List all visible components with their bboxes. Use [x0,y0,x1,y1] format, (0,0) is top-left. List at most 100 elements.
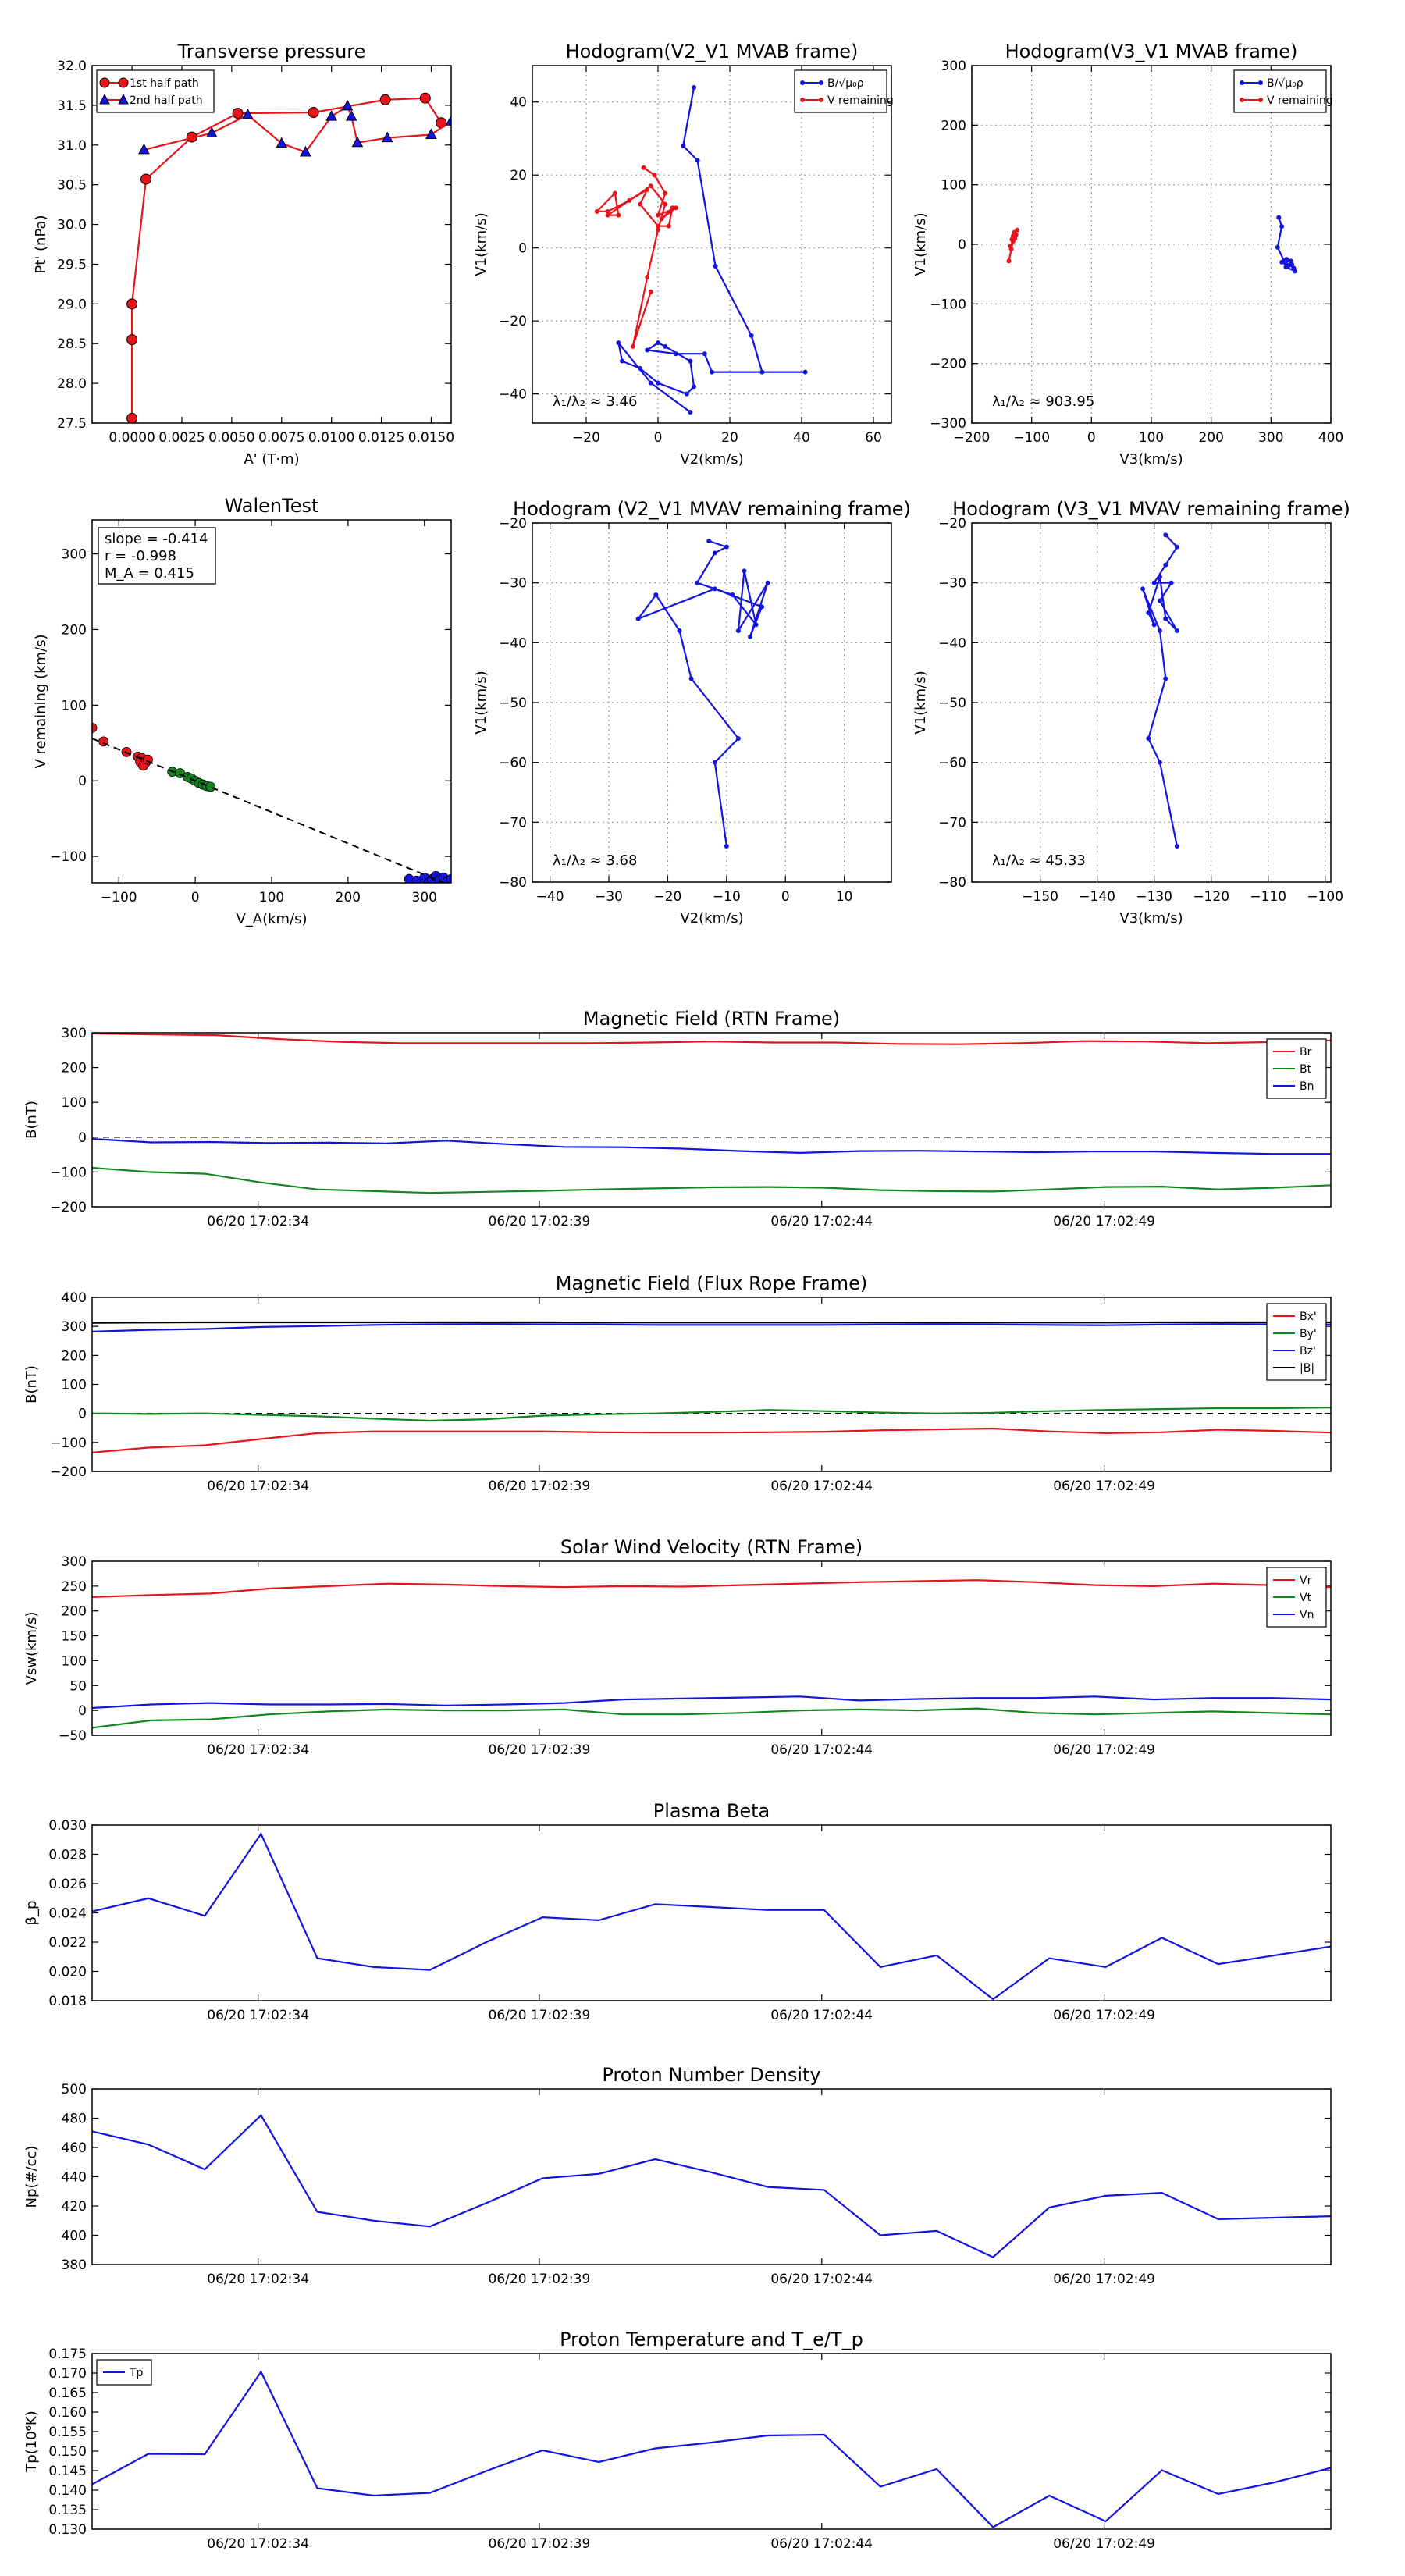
y-tick-label: 0.030 [48,1818,87,1834]
series-line-1st half path [131,97,443,418]
plot-frame [91,1824,1332,2001]
y-tick-label: −40 [938,635,966,651]
data-point [1163,532,1168,538]
x-tick-label: −150 [1022,889,1058,905]
x-tick-label: 300 [412,890,437,906]
y-tick-label: 100 [941,178,966,194]
data-point [663,190,668,196]
data-point [1146,736,1151,741]
plot-frame [91,2353,1332,2530]
series-line-β_p [92,1832,1331,2001]
ratio-annotation: λ₁/λ₂ ≈ 45.33 [992,852,1086,869]
data-point [656,227,660,233]
y-tick-label: −100 [930,297,966,312]
data-point [616,212,621,218]
chart-pt: Transverse pressure 27.5 28.0 28.5 29.0 29.5 3… [33,41,454,468]
data-point [674,205,678,211]
series-line-Vt [92,1707,1331,1729]
chart-hodo_r31: Hodogram (V3_V1 MVAV remaining frame) −80… [912,498,1350,927]
data-point [702,351,707,357]
data-point [1163,676,1168,681]
y-tick-label: −20 [499,516,527,532]
x-tick-label: −20 [572,430,600,446]
y-tick-label: 0 [78,1703,87,1719]
data-point [695,158,700,163]
x-tick-label: 06/20 17:02:44 [770,1742,873,1758]
y-tick-label: −60 [938,756,966,771]
y-tick-label: 20 [510,168,527,183]
x-tick-label: 0 [191,890,200,906]
legend-marker [800,80,805,85]
series-line-Bx' [92,1427,1331,1453]
plot-area [594,85,808,415]
legend: Tp [96,2359,152,2386]
data-point [712,586,717,592]
y-tick-label: −20 [499,314,527,329]
data-point [695,580,700,585]
plot-frame [91,2088,1332,2265]
x-tick-label: 300 [1258,430,1283,446]
legend-box [1266,1303,1327,1381]
legend-box [1233,69,1327,113]
x-tick-label: 06/20 17:02:49 [1053,1214,1155,1229]
data-point [648,380,653,386]
data-point [648,183,653,189]
y-axis-label: B(nT) [23,1365,40,1404]
y-tick-label: −80 [499,875,527,891]
chart-hodo_r21: Hodogram (V2_V1 MVAV remaining frame) −80… [473,498,911,927]
stats-box [98,527,216,585]
data-point [627,197,632,203]
y-tick-label: 0.028 [48,1848,87,1863]
legend-label: Vt [1300,1592,1312,1604]
x-tick-label: 06/20 17:02:49 [1053,1742,1155,1758]
x-tick-label: 0 [781,889,790,905]
data-point [419,92,431,104]
y-tick-label: 0.165 [48,2386,87,2401]
chart-title: WalenTest [225,495,319,517]
legend-label: Vr [1300,1574,1312,1587]
x-tick-label: 06/20 17:02:34 [207,1214,309,1229]
y-tick-label: 300 [62,547,87,563]
y-tick-label: 300 [62,1319,87,1335]
x-tick-label: 0.0050 [208,430,254,446]
series-line-Tp [92,2370,1331,2528]
legend-marker [1240,80,1244,85]
y-tick-label: 0.145 [48,2464,87,2479]
data-point [659,216,664,222]
plot-frame [971,65,1332,424]
data-point [684,391,689,397]
x-tick-label: 0 [654,430,663,446]
data-point [605,208,610,214]
x-tick-label: 06/20 17:02:39 [489,2536,591,2552]
x-tick-label: 10 [836,889,853,905]
legend-marker [1258,98,1263,102]
legend: 1st half path 2nd half path [96,69,215,113]
y-tick-label: −60 [499,756,527,771]
y-tick-label: −100 [50,849,87,865]
y-axis-label: V1(km/s) [912,212,929,276]
y-axis-label: Tp(10⁶K) [23,2411,40,2472]
y-tick-label: 100 [62,698,87,713]
data-point [656,340,660,346]
plot-frame [532,522,892,883]
y-tick-label: −200 [930,357,966,372]
data-point [748,634,753,639]
data-point [652,173,657,178]
y-tick-label: 0.150 [48,2444,87,2460]
x-tick-label: −10 [713,889,741,905]
data-point [648,289,653,294]
data-point [351,136,364,148]
y-axis-label: β_p [23,1901,40,1926]
x-tick-label: 06/20 17:02:44 [770,2272,873,2287]
x-tick-label: 06/20 17:02:49 [1053,1478,1155,1494]
y-tick-label: 0.026 [48,1877,87,1892]
x-tick-label: 06/20 17:02:49 [1053,2536,1155,2552]
y-axis-label: V remaining (km/s) [33,634,49,768]
legend-label: Br [1300,1046,1312,1059]
chart-b_fr: Magnetic Field (Flux Rope Frame) −200 −100… [23,1272,1332,1494]
x-tick-label: 06/20 17:02:34 [207,1478,309,1494]
data-point [1174,844,1179,849]
y-tick-label: −70 [938,815,966,831]
data-point [692,384,696,390]
y-tick-label: 200 [62,1061,87,1076]
